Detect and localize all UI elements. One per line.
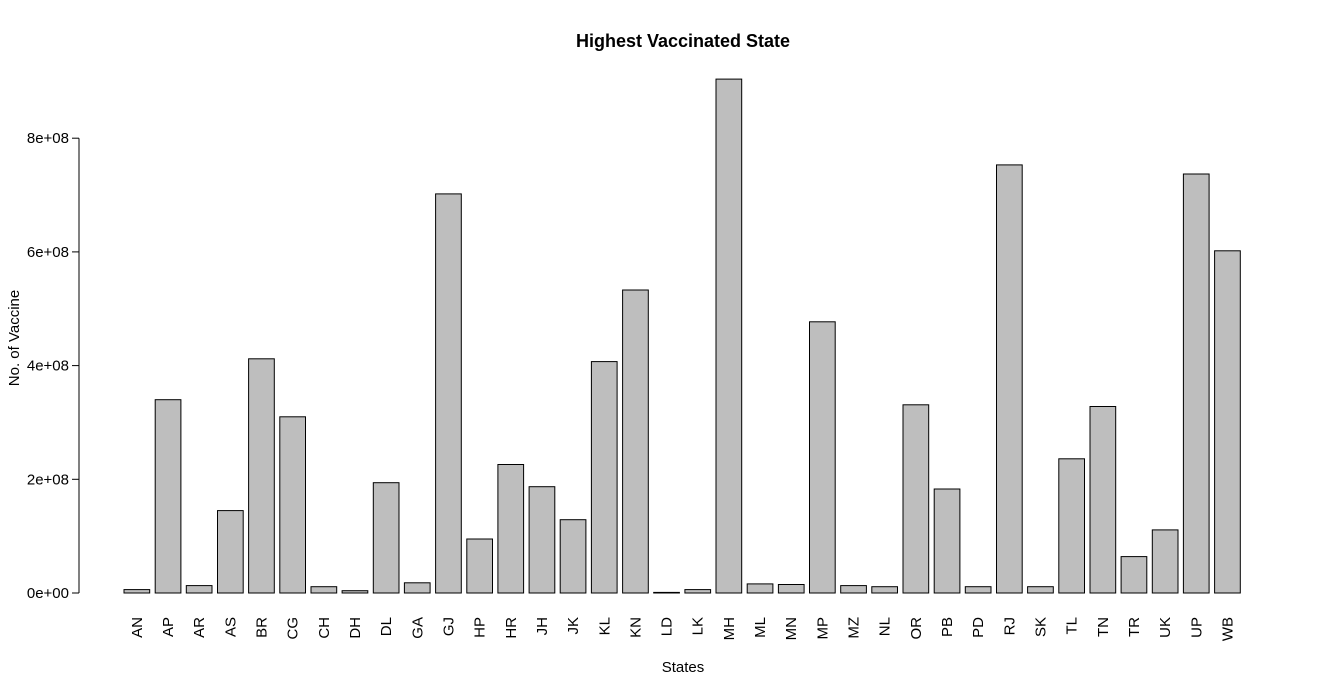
x-tick-label-hp: HP [472, 617, 489, 638]
x-tick-label-or: OR [908, 617, 925, 640]
bar-nl [871, 586, 898, 594]
x-tick-label-ch: CH [316, 617, 333, 639]
x-tick-label-tn: TN [1095, 617, 1112, 637]
bar-tn [1089, 406, 1117, 594]
x-tick-label-gj: GJ [441, 617, 458, 636]
x-tick-label-ga: GA [409, 617, 426, 639]
bar-wb [1214, 250, 1241, 594]
bar-ap [154, 399, 182, 594]
bar-kl [590, 361, 618, 594]
bar-dh [341, 590, 369, 594]
x-tick-label-kl: KL [596, 617, 613, 635]
x-tick-label-lk: LK [690, 617, 707, 635]
bar-tr [1120, 556, 1148, 594]
x-tick-label-pb: PB [939, 617, 956, 637]
x-tick-label-up: UP [1188, 617, 1205, 638]
bar-jh [528, 486, 556, 594]
bar-mp [809, 321, 836, 594]
bar-or [902, 404, 930, 594]
x-tick-label-sk: SK [1033, 617, 1050, 637]
x-tick-label-mp: MP [814, 617, 831, 640]
x-tick-label-ld: LD [659, 617, 676, 636]
bar-hr [497, 464, 525, 594]
x-tick-label-br: BR [254, 617, 271, 638]
bar-ml [746, 583, 774, 594]
x-tick-label-rj: RJ [1001, 617, 1018, 635]
y-axis-label: No. of Vaccine [6, 290, 23, 386]
bar-pb [933, 488, 961, 594]
bar-an [123, 589, 151, 594]
chart-title: Highest Vaccinated State [576, 31, 790, 51]
x-tick-label-dh: DH [347, 617, 364, 639]
y-tick-label: 4e+08 [27, 358, 69, 375]
bar-hp [466, 538, 493, 594]
y-tick-label: 2e+08 [27, 471, 69, 488]
bar-ch [310, 586, 338, 594]
x-tick-label-as: AS [222, 617, 239, 637]
bar-cg [279, 416, 306, 594]
bar-tl [1058, 458, 1086, 594]
x-tick-label-cg: CG [285, 617, 302, 640]
bars-group [123, 78, 1241, 594]
x-tick-label-nl: NL [877, 617, 894, 636]
x-tick-label-mh: MH [721, 617, 738, 640]
y-tick-label: 8e+08 [27, 130, 69, 147]
bar-uk [1151, 529, 1179, 594]
x-tick-label-ar: AR [191, 617, 208, 638]
x-tick-labels: AN AP AR AS BR CG CH DH DL GA GJ HP HR JH JK KL KN LD LK MH… [129, 617, 1237, 641]
bar-sk [1027, 586, 1054, 594]
y-tick-label: 0e+00 [27, 585, 69, 602]
bar-dl [372, 482, 400, 594]
bar-br [248, 358, 275, 594]
x-tick-label-pd: PD [970, 617, 987, 638]
bar-pd [964, 586, 992, 594]
bar-mn [777, 584, 805, 594]
y-axis: 0e+00 2e+08 4e+08 6e+08 8e+08 [27, 130, 80, 602]
x-tick-label-ml: ML [752, 617, 769, 638]
bar-up [1182, 173, 1210, 594]
bar-ar [185, 585, 213, 594]
bar-mz [840, 585, 867, 594]
bar-ga [403, 582, 431, 594]
x-tick-label-tr: TR [1126, 617, 1143, 637]
bar-mh [715, 78, 743, 594]
bar-ld [653, 591, 680, 594]
bar-lk [684, 589, 712, 594]
x-tick-label-uk: UK [1157, 617, 1174, 638]
x-tick-label-jk: JK [565, 617, 582, 635]
bar-as [217, 510, 244, 594]
x-tick-label-mz: MZ [846, 617, 863, 639]
x-tick-label-hr: HR [503, 617, 520, 639]
x-axis-label: States [662, 659, 705, 676]
x-tick-label-jh: JH [534, 617, 551, 635]
bar-gj [435, 193, 462, 594]
x-tick-label-tl: TL [1064, 617, 1081, 635]
bar-rj [996, 164, 1023, 594]
y-tick-label: 6e+08 [27, 244, 69, 261]
x-tick-label-wb: WB [1219, 617, 1236, 641]
x-tick-label-an: AN [129, 617, 146, 638]
x-tick-label-mn: MN [783, 617, 800, 640]
x-tick-label-ap: AP [160, 617, 177, 637]
x-tick-label-dl: DL [378, 617, 395, 636]
bar-jk [559, 519, 587, 594]
bar-kn [622, 289, 649, 594]
x-tick-label-kn: KN [627, 617, 644, 638]
